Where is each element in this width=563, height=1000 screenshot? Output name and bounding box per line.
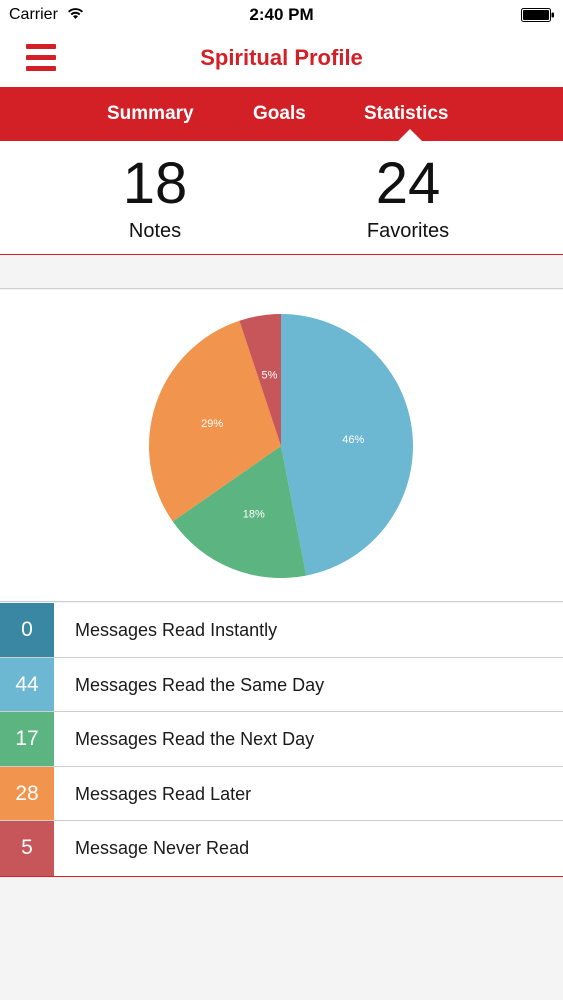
status-bar: Carrier 2:40 PM — [0, 0, 563, 30]
pie-chart: 46% 18% 29% 5% — [149, 314, 413, 578]
legend-list: 0 Messages Read Instantly 44 Messages Re… — [0, 603, 563, 877]
clock: 2:40 PM — [249, 5, 314, 24]
favorites-label: Favorites — [366, 220, 450, 242]
favorites-count: 24 — [375, 151, 441, 216]
pie-slice-1 — [172, 446, 307, 578]
legend-row-never-read[interactable]: 5 Message Never Read — [0, 821, 563, 876]
legend-count: 28 — [0, 766, 54, 820]
tab-goals[interactable]: Goals — [253, 103, 306, 124]
pie-slice-label-1: 18% — [243, 508, 265, 520]
stats-counters: 18 Notes 24 Favorites — [0, 141, 563, 255]
pie-slice-label-0: 46% — [342, 434, 364, 446]
legend-label: Message Never Read — [75, 838, 250, 858]
legend-row-read-later[interactable]: 28 Messages Read Later — [0, 766, 563, 821]
notes-count: 18 — [122, 151, 188, 216]
battery-icon — [521, 8, 554, 22]
legend-count: 44 — [0, 657, 54, 711]
notes-counter[interactable]: 18 Notes — [55, 153, 255, 243]
legend-row-read-instantly[interactable]: 0 Messages Read Instantly — [0, 603, 563, 658]
pie-slice-label-3: 5% — [261, 369, 277, 381]
pie-slice-0 — [281, 314, 413, 576]
nav-bar: Spiritual Profile — [0, 30, 563, 87]
legend-label: Messages Read the Next Day — [75, 729, 315, 749]
pie-slice-2 — [149, 320, 281, 522]
legend-row-read-same-day[interactable]: 44 Messages Read the Same Day — [0, 657, 563, 712]
hamburger-menu-icon[interactable] — [26, 44, 56, 71]
favorites-counter[interactable]: 24 Favorites — [308, 153, 508, 243]
legend-label: Messages Read Later — [75, 783, 252, 804]
legend-label: Messages Read Instantly — [75, 620, 278, 640]
notes-label: Notes — [128, 220, 182, 242]
page-title: Spiritual Profile — [200, 45, 363, 70]
tab-summary[interactable]: Summary — [107, 103, 194, 124]
tab-statistics[interactable]: Statistics — [364, 103, 449, 124]
wifi-icon — [68, 8, 83, 19]
legend-count: 0 — [0, 603, 54, 657]
legend-count: 17 — [0, 712, 54, 766]
pie-slice-3 — [239, 314, 281, 446]
pie-slice-label-2: 29% — [201, 418, 223, 430]
section-divider — [0, 256, 563, 289]
legend-count: 5 — [0, 821, 54, 876]
chart-panel: 46% 18% 29% 5% — [0, 290, 563, 602]
active-tab-indicator — [398, 129, 422, 141]
legend-row-read-next-day[interactable]: 17 Messages Read the Next Day — [0, 712, 563, 767]
tab-bar: Summary Goals Statistics — [0, 87, 563, 141]
legend-label: Messages Read the Same Day — [75, 674, 325, 695]
carrier-label: Carrier — [9, 6, 58, 23]
